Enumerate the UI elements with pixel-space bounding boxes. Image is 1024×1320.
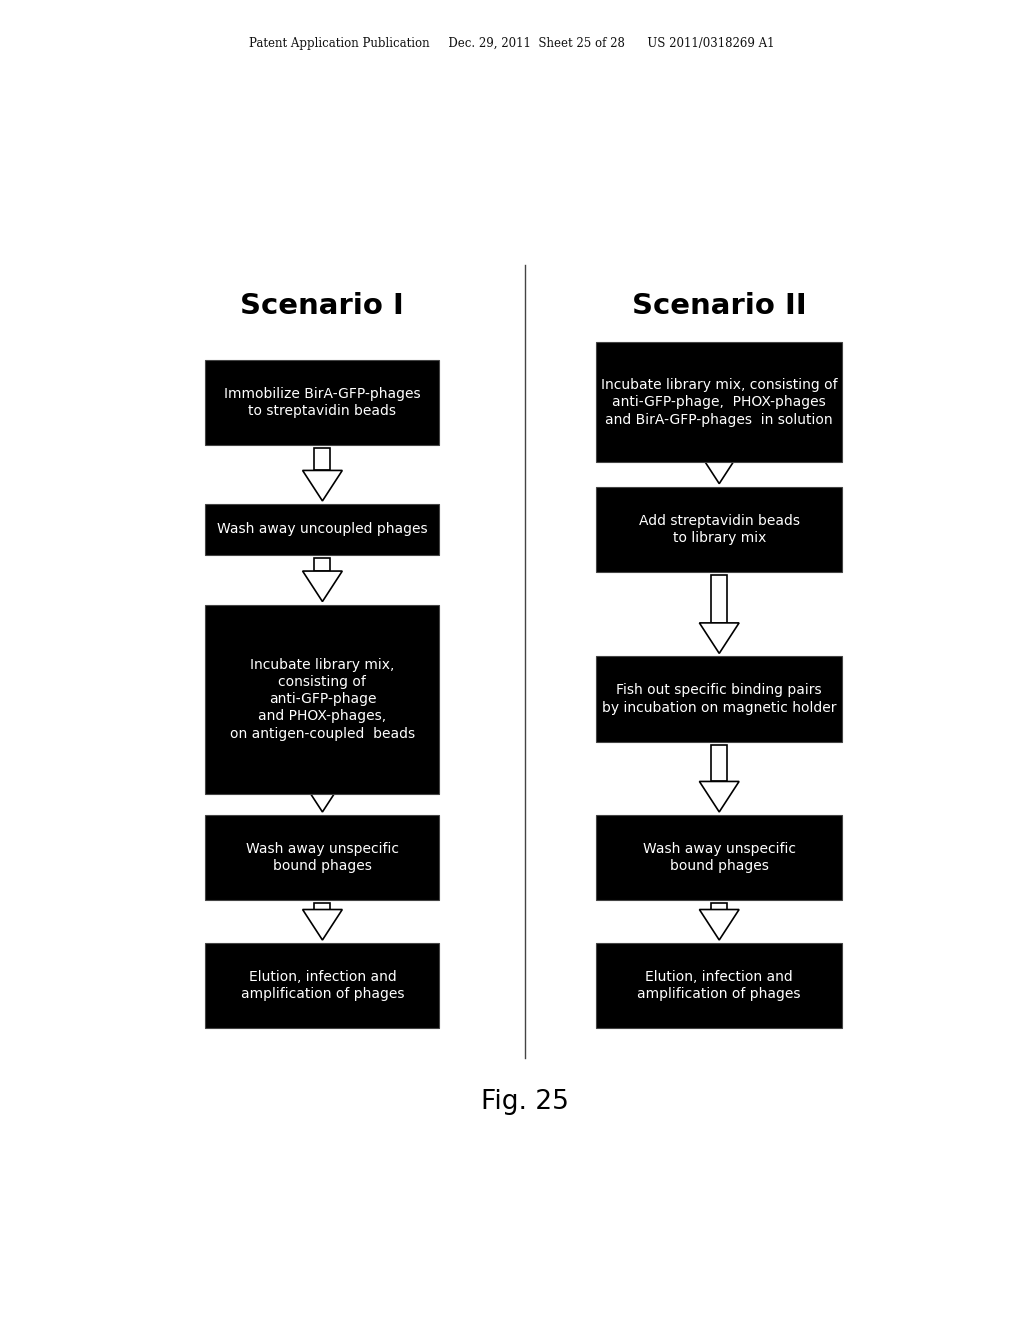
Polygon shape xyxy=(303,781,342,812)
Polygon shape xyxy=(699,781,739,812)
FancyBboxPatch shape xyxy=(596,814,842,900)
Polygon shape xyxy=(699,909,739,940)
Polygon shape xyxy=(303,909,342,940)
Polygon shape xyxy=(314,558,331,572)
Text: Patent Application Publication     Dec. 29, 2011  Sheet 25 of 28      US 2011/03: Patent Application Publication Dec. 29, … xyxy=(249,37,775,50)
FancyBboxPatch shape xyxy=(596,942,842,1028)
FancyBboxPatch shape xyxy=(206,605,439,793)
Text: Wash away uncoupled phages: Wash away uncoupled phages xyxy=(217,523,428,536)
Text: Incubate library mix,
consisting of
anti-GFP-phage
and PHOX-phages,
on antigen-c: Incubate library mix, consisting of anti… xyxy=(229,657,415,741)
Text: Add streptavidin beads
to library mix: Add streptavidin beads to library mix xyxy=(639,513,800,545)
FancyBboxPatch shape xyxy=(206,359,439,445)
Polygon shape xyxy=(712,576,727,623)
Text: Fig. 25: Fig. 25 xyxy=(481,1089,568,1114)
Text: Elution, infection and
amplification of phages: Elution, infection and amplification of … xyxy=(241,970,404,1002)
FancyBboxPatch shape xyxy=(206,942,439,1028)
FancyBboxPatch shape xyxy=(596,342,842,462)
Polygon shape xyxy=(303,470,342,500)
Polygon shape xyxy=(712,744,727,781)
Text: Wash away unspecific
bound phages: Wash away unspecific bound phages xyxy=(643,842,796,874)
Polygon shape xyxy=(314,447,331,470)
Polygon shape xyxy=(303,572,342,602)
Text: Incubate library mix, consisting of
anti-GFP-phage,  PHOX-phages
and BirA-GFP-ph: Incubate library mix, consisting of anti… xyxy=(601,378,838,426)
Text: Wash away unspecific
bound phages: Wash away unspecific bound phages xyxy=(246,842,399,874)
FancyBboxPatch shape xyxy=(596,487,842,572)
Polygon shape xyxy=(699,453,739,483)
Polygon shape xyxy=(314,903,331,909)
FancyBboxPatch shape xyxy=(596,656,842,742)
FancyBboxPatch shape xyxy=(206,504,439,554)
FancyBboxPatch shape xyxy=(206,814,439,900)
Text: Scenario I: Scenario I xyxy=(241,292,404,319)
Text: Fish out specific binding pairs
by incubation on magnetic holder: Fish out specific binding pairs by incub… xyxy=(602,684,837,714)
Polygon shape xyxy=(699,623,739,653)
Text: Immobilize BirA-GFP-phages
to streptavidin beads: Immobilize BirA-GFP-phages to streptavid… xyxy=(224,387,421,418)
Text: Elution, infection and
amplification of phages: Elution, infection and amplification of … xyxy=(638,970,801,1002)
Polygon shape xyxy=(712,903,727,909)
Text: Scenario II: Scenario II xyxy=(632,292,807,319)
